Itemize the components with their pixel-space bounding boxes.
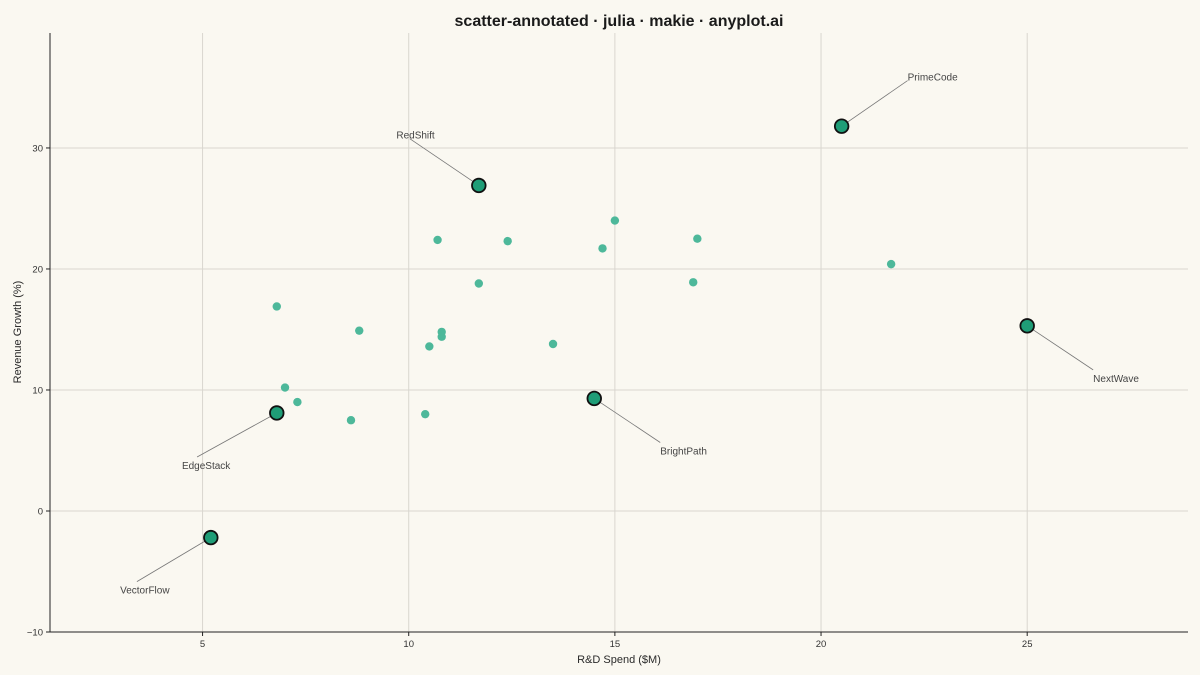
data-point bbox=[433, 235, 442, 245]
annotation-leader-line bbox=[136, 537, 212, 582]
data-point bbox=[503, 236, 512, 246]
annotation-layer: PrimeCode RedShift NextWave BrightPath EdgeS… bbox=[120, 73, 1139, 597]
annotation-label: RedShift bbox=[396, 131, 435, 142]
annotation-label: EdgeStack bbox=[182, 461, 231, 472]
x-tick-label: 25 bbox=[1022, 639, 1033, 650]
annotation-leader-line bbox=[196, 412, 277, 458]
annotation-label: VectorFlow bbox=[120, 586, 170, 597]
y-tick-label: 30 bbox=[32, 143, 43, 154]
y-tick-label: 0 bbox=[38, 506, 43, 517]
highlighted-data-point bbox=[1019, 318, 1035, 334]
x-axis-title: R&D Spend ($M) bbox=[577, 654, 661, 666]
annotation-leader-line bbox=[1026, 325, 1094, 371]
y-tick-label: −10 bbox=[27, 628, 43, 639]
highlighted-data-point bbox=[203, 529, 219, 546]
y-tick-label: 20 bbox=[32, 264, 43, 275]
y-tick-label: 10 bbox=[32, 385, 43, 396]
leader-layer bbox=[136, 80, 1094, 582]
highlighted-data-point bbox=[586, 390, 602, 407]
annotation-label: NextWave bbox=[1093, 374, 1139, 385]
highlighted-data-point bbox=[269, 405, 285, 421]
data-point bbox=[421, 409, 430, 419]
data-point bbox=[346, 416, 356, 425]
data-point bbox=[437, 332, 446, 341]
data-point bbox=[425, 342, 434, 351]
y-axis-title: Revenue Growth (%) bbox=[12, 281, 24, 384]
x-tick-label: 10 bbox=[403, 639, 414, 650]
annotation-label: BrightPath bbox=[660, 446, 707, 457]
tick-layer: 5 10 15 20 25 −10 0 10 20 30 bbox=[27, 143, 1033, 650]
point-layer bbox=[272, 216, 896, 425]
data-point bbox=[280, 383, 290, 392]
data-point bbox=[548, 339, 558, 349]
data-point bbox=[689, 278, 698, 287]
data-point bbox=[610, 216, 620, 225]
highlight-layer bbox=[203, 118, 1035, 546]
annotation-leader-line bbox=[841, 80, 908, 127]
highlighted-data-point bbox=[833, 118, 850, 134]
chart-title: scatter-annotated · julia · makie · anyp… bbox=[455, 13, 784, 30]
annotation-leader-line bbox=[594, 398, 661, 443]
data-point bbox=[293, 397, 302, 407]
axes-layer bbox=[49, 33, 1188, 633]
annotation-label: PrimeCode bbox=[908, 73, 958, 84]
data-point bbox=[474, 279, 484, 288]
x-tick-label: 20 bbox=[816, 639, 827, 650]
data-point bbox=[598, 244, 607, 253]
data-point bbox=[886, 259, 896, 269]
x-tick-label: 5 bbox=[200, 639, 205, 650]
data-point bbox=[355, 326, 364, 335]
data-point bbox=[693, 234, 702, 243]
x-tick-label: 15 bbox=[610, 639, 621, 650]
data-point bbox=[272, 302, 281, 311]
highlighted-data-point bbox=[471, 177, 487, 194]
annotation-leader-line bbox=[409, 138, 480, 186]
